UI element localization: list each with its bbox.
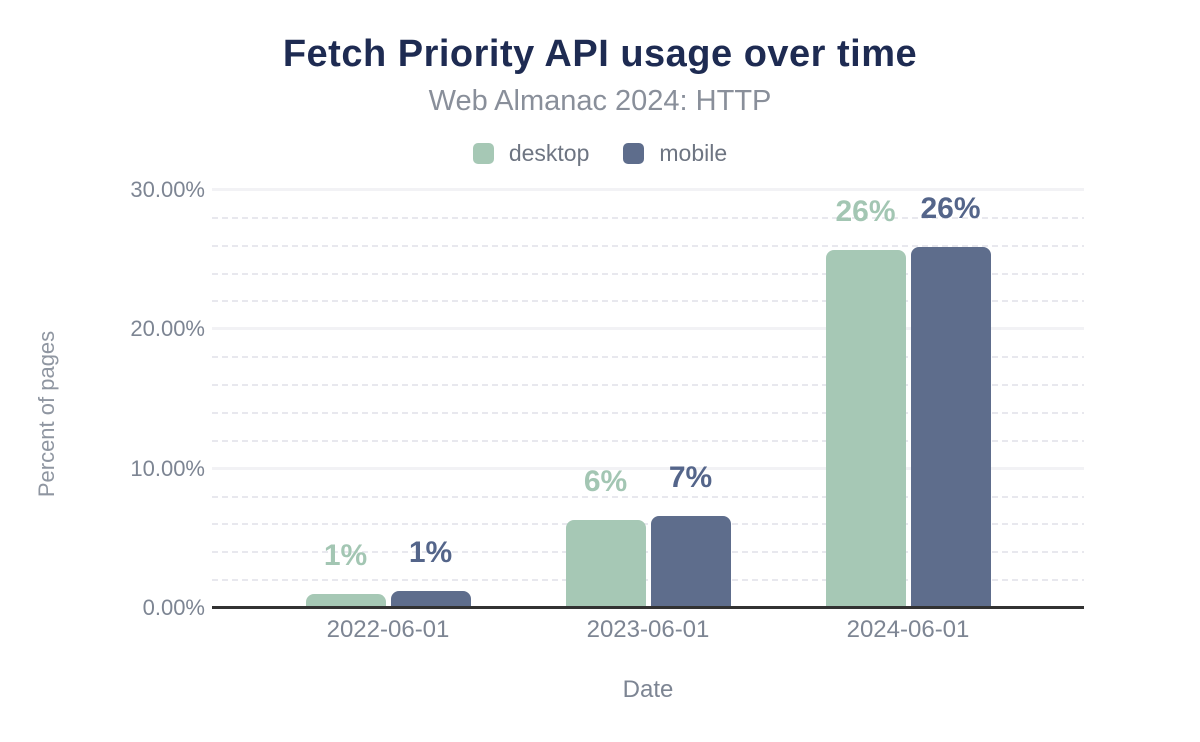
legend-label: mobile <box>659 140 728 166</box>
bar-desktop-2022-06-01[interactable] <box>305 594 386 608</box>
minor-gridline <box>212 300 1084 303</box>
y-tick-label: 10.00% <box>130 455 205 481</box>
legend-swatch-desktop-icon <box>472 143 494 164</box>
minor-gridline <box>212 356 1084 359</box>
major-gridline <box>212 466 1084 470</box>
y-tick-label: 20.00% <box>130 316 205 342</box>
bar-value-label: 26% <box>835 194 896 228</box>
y-tick-label: 30.00% <box>130 177 205 202</box>
x-tick-label: 2023-06-01 <box>586 616 710 643</box>
minor-gridline <box>212 411 1084 414</box>
minor-gridline <box>212 272 1084 275</box>
minor-gridline <box>212 495 1084 498</box>
minor-gridline <box>212 439 1084 442</box>
x-tick-label: 2024-06-01 <box>846 616 970 643</box>
bar-value-label: 1% <box>323 539 368 573</box>
bar-value-label: 1% <box>408 536 453 570</box>
y-axis-title: Percent of pages <box>34 330 59 498</box>
chart-subtitle: Web Almanac 2024: HTTP <box>428 85 772 117</box>
bar-value-label: 7% <box>668 461 713 495</box>
bar-desktop-2024-06-01[interactable] <box>825 249 906 608</box>
minor-gridline <box>212 384 1084 387</box>
x-tick-label: 2022-06-01 <box>326 616 450 643</box>
legend-item-desktop[interactable]: desktop <box>472 140 590 167</box>
bar-mobile-2024-06-01[interactable] <box>910 247 991 608</box>
minor-gridline <box>212 216 1084 219</box>
legend-swatch-mobile-icon <box>623 143 645 164</box>
x-axis-title: Date <box>622 676 674 703</box>
chart-title: Fetch Priority API usage over time <box>282 33 918 75</box>
major-gridline <box>212 327 1084 331</box>
plot-area: 1% 1% 6% 7% 26% 26% <box>212 168 1084 608</box>
legend-item-mobile[interactable]: mobile <box>623 140 727 167</box>
minor-gridline <box>212 579 1084 582</box>
minor-gridline <box>212 523 1084 526</box>
bar-mobile-2022-06-01[interactable] <box>390 591 471 608</box>
bar-value-label: 6% <box>583 465 628 499</box>
x-axis-line <box>212 606 1084 609</box>
bar-value-label: 26% <box>920 192 981 226</box>
major-gridline <box>212 188 1084 191</box>
y-tick-label: 0.00% <box>142 595 205 620</box>
minor-gridline <box>212 551 1084 554</box>
minor-gridline <box>212 244 1084 247</box>
legend-label: desktop <box>508 140 590 166</box>
legend: desktop mobile <box>0 140 1200 167</box>
bar-mobile-2023-06-01[interactable] <box>650 516 731 608</box>
bar-desktop-2023-06-01[interactable] <box>565 520 646 608</box>
